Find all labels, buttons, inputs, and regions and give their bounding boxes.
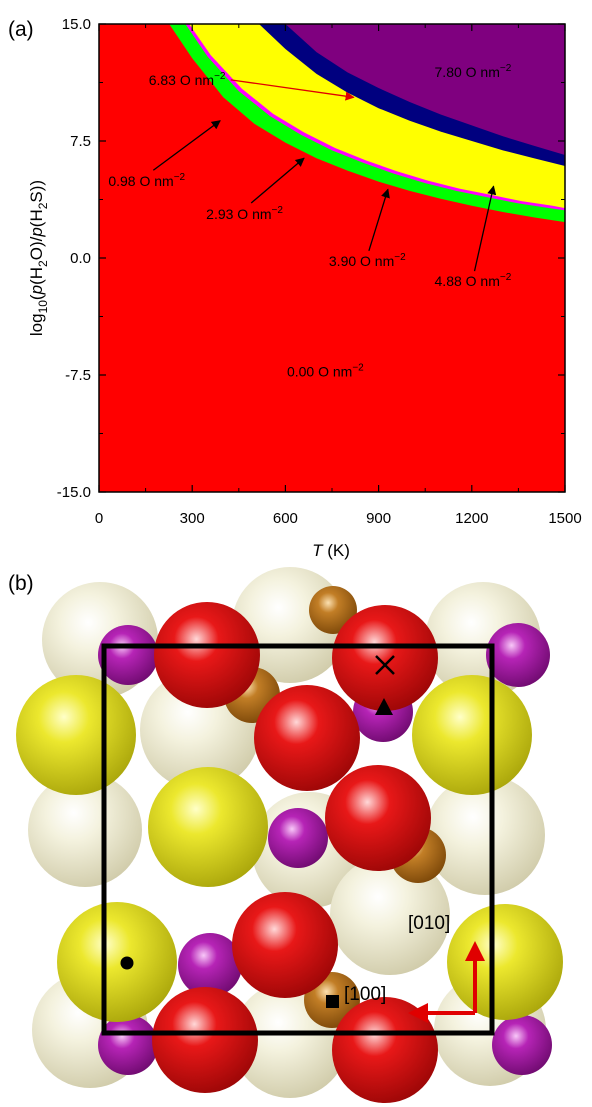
atom-red	[332, 605, 438, 711]
atom-red	[232, 892, 338, 998]
y-axis-title-part: S))	[27, 180, 46, 203]
atom-red	[332, 997, 438, 1103]
y-axis-title: log10(p(H2O)/p(H2S))	[27, 180, 50, 336]
region-label: 0.98 O nm−2	[108, 172, 185, 189]
atom-yellow	[16, 675, 136, 795]
y-tick-label: -7.5	[65, 367, 91, 384]
region-annotations: 7.80 O nm−2 6.83 O nm−2 0.98 O nm−2 2.93 O …	[108, 63, 511, 380]
unit-cell-box	[101, 643, 495, 1036]
atom-layer	[16, 567, 563, 1103]
site-marker-triangle	[375, 698, 393, 715]
atom-beige	[28, 773, 142, 887]
atom-purple	[98, 1015, 158, 1075]
atom-purple	[486, 623, 550, 687]
x-axis-title-var: T	[312, 541, 324, 560]
atom-beige	[330, 855, 450, 975]
atom-purple	[98, 625, 158, 685]
y-axis-title-part: 10	[36, 300, 50, 314]
atom-red	[152, 987, 258, 1093]
atom-purple	[178, 933, 242, 997]
y-axis-title-part: (	[27, 294, 46, 300]
site-marker-dot	[120, 956, 134, 970]
region-label: 2.93 O nm−2	[206, 205, 283, 222]
phase-diagram-panel: (a) 0 300 600 900 1200 1500 15.0 7.5 0.0 -7.5 -15…	[8, 16, 582, 560]
region-label: 7.80 O nm−2	[435, 63, 512, 80]
region-label: 6.83 O nm−2	[149, 71, 226, 88]
atom-yellow	[447, 904, 563, 1020]
x-tick-label: 900	[366, 510, 391, 527]
x-tick-label: 1500	[548, 510, 581, 527]
y-axis-title-part: O)/	[27, 236, 46, 260]
region-7-80	[285, 24, 565, 155]
annotation-arrow	[473, 185, 497, 272]
annotation-arrow	[250, 157, 305, 204]
atom-beige	[425, 775, 545, 895]
y-axis-ticks: 15.0 7.5 0.0 -7.5 -15.0	[57, 16, 565, 501]
x-axis-title: T (K)	[312, 541, 350, 560]
y-tick-label: 0.0	[70, 250, 91, 267]
annotation-arrow	[230, 79, 355, 101]
atom-red	[154, 602, 260, 708]
site-marker-square	[326, 995, 339, 1008]
site-marker-cross	[375, 655, 395, 675]
direction-label-100: [100]	[344, 984, 386, 1005]
region-label: 4.88 O nm−2	[435, 272, 512, 289]
atom-purple	[268, 808, 328, 868]
x-tick-label: 1200	[455, 510, 488, 527]
y-axis-title-part: p	[27, 227, 46, 237]
region-label: 3.90 O nm−2	[329, 252, 406, 269]
crystal-surface-panel: (b)	[8, 567, 563, 1103]
x-axis-title-unit: (K)	[323, 541, 350, 560]
atom-yellow	[148, 767, 268, 887]
atom-yellow	[57, 902, 177, 1022]
x-tick-label: 0	[95, 510, 103, 527]
atom-red	[254, 685, 360, 791]
annotation-arrow	[152, 120, 221, 171]
panel-b-label: (b)	[8, 572, 34, 595]
region-label: 0.00 O nm−2	[287, 363, 364, 380]
y-tick-label: -15.0	[57, 484, 91, 501]
atom-bronze	[309, 586, 357, 634]
x-axis-ticks: 0 300 600 900 1200 1500	[95, 24, 582, 527]
y-axis-title-part: (H	[27, 267, 46, 285]
x-tick-label: 600	[273, 510, 298, 527]
panel-a-label: (a)	[8, 18, 34, 41]
x-tick-label: 300	[180, 510, 205, 527]
y-axis-title-part: p	[27, 285, 46, 295]
plot-area	[98, 23, 566, 493]
y-axis-title-part: log	[27, 313, 46, 336]
y-axis-title-part: 2	[36, 202, 50, 209]
atom-yellow	[412, 675, 532, 795]
atom-purple	[492, 1015, 552, 1075]
y-tick-label: 7.5	[70, 133, 91, 150]
y-axis-title-part: 2	[36, 260, 50, 267]
annotation-arrow	[368, 188, 390, 251]
y-tick-label: 15.0	[62, 16, 91, 33]
atom-red	[325, 765, 431, 871]
y-axis-title-part: (H	[27, 209, 46, 227]
direction-label-010: [010]	[408, 913, 450, 934]
